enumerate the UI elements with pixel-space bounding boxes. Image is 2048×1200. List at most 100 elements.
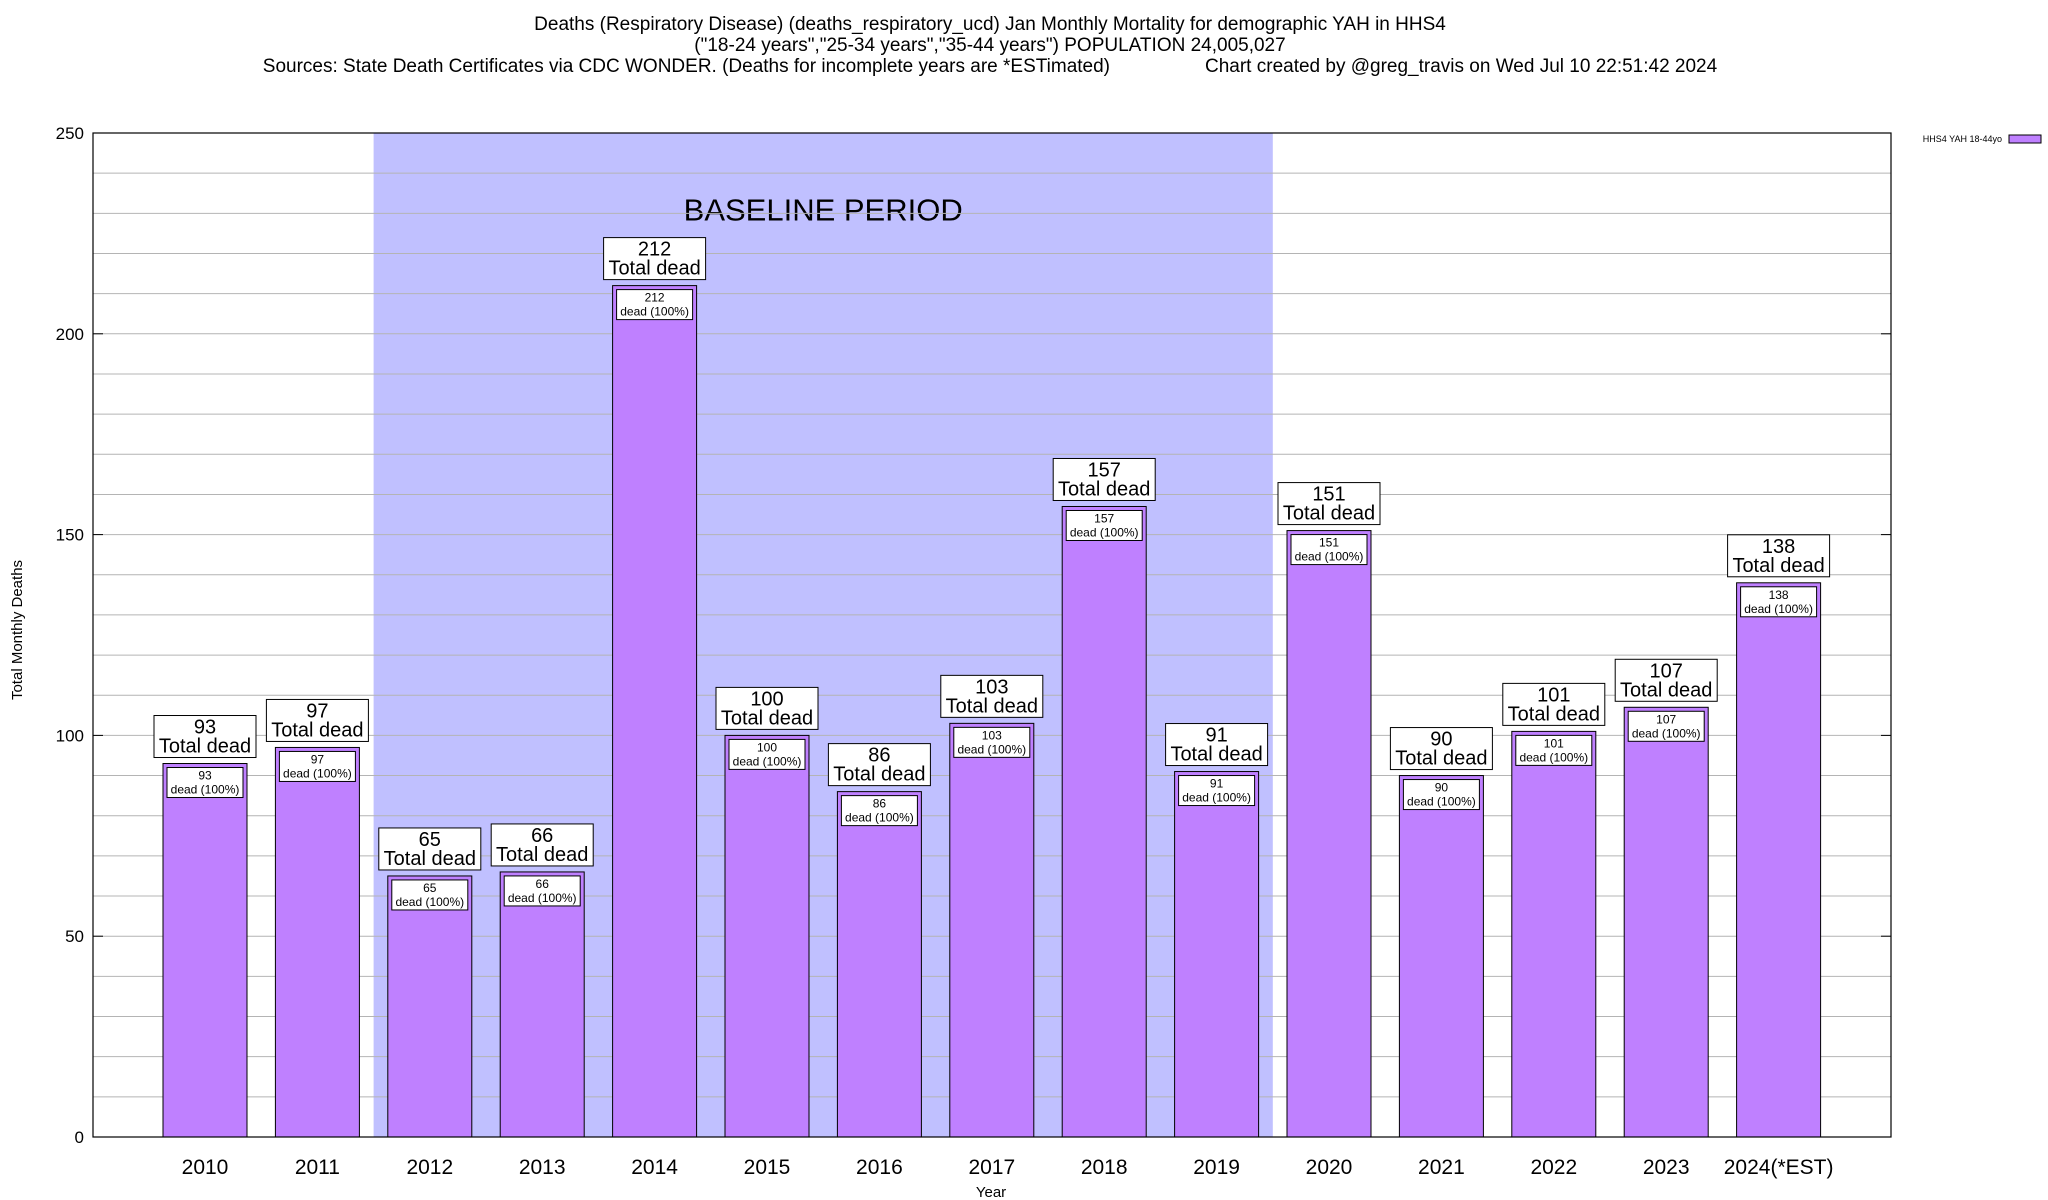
bar-inner-percent-label: dead (100%) — [733, 754, 802, 768]
bar-inner-value-label: 212 — [645, 291, 665, 305]
bar-total-label-box — [1727, 534, 1831, 578]
bar-inner-label-box — [1627, 710, 1705, 742]
bar-total-label-box — [1165, 723, 1269, 767]
x-tick-label: 2023 — [1643, 1156, 1690, 1179]
bar-total-label-box — [827, 743, 931, 787]
bar-inner-value-label: 66 — [536, 877, 550, 891]
chart-subtitle-population: ("18-24 years","25-34 years","35-44 year… — [694, 35, 1286, 56]
y-axis-title: Total Monthly Deaths — [9, 560, 26, 700]
x-tick-label: 2015 — [744, 1156, 791, 1179]
y-tick-label: 100 — [56, 726, 84, 745]
bar-total-value-label: 212 — [638, 239, 671, 261]
bar-total-label-box — [603, 237, 707, 281]
x-tick-label: 2016 — [856, 1156, 903, 1179]
bar-inner-label-box — [278, 750, 356, 782]
bar-inner-label-box — [1515, 734, 1593, 766]
axis-layer: 2010 2011 2012 2013 2014 2015 2016 2017 2018 2019… — [9, 124, 1892, 1200]
bar — [724, 734, 810, 1138]
bar-total-value-label: 90 — [1430, 729, 1452, 751]
bar-inner-value-label: 103 — [982, 728, 1002, 742]
bar-total-label-box — [715, 686, 819, 730]
bar-inner-value-label: 86 — [873, 797, 887, 811]
bar-inner-value-label: 93 — [198, 769, 212, 783]
y-tick-label: 200 — [56, 325, 84, 344]
y-tick-label: 250 — [56, 124, 84, 143]
bar — [836, 791, 922, 1138]
bar-inner-percent-label: dead (100%) — [1295, 550, 1364, 564]
bar-total-value-label: 91 — [1205, 725, 1227, 747]
bar-total-value-label: 103 — [975, 676, 1008, 698]
bar-inner-label-box — [953, 726, 1031, 758]
bar-total-caption-label: Total dead — [1395, 748, 1487, 770]
bar-total-caption-label: Total dead — [721, 707, 813, 729]
bar-total-caption-label: Total dead — [1620, 679, 1712, 701]
bar-inner-label-box — [166, 767, 244, 799]
bar-inner-percent-label: dead (100%) — [508, 891, 577, 905]
bar — [1511, 730, 1597, 1138]
x-tick-label: 2024(*EST) — [1724, 1156, 1834, 1179]
baseline-period-label: BASELINE PERIOD — [684, 192, 963, 227]
y-tick-label: 50 — [65, 927, 84, 946]
bar-inner-value-label: 65 — [423, 881, 437, 895]
bar-total-caption-label: Total dead — [271, 719, 363, 741]
plot-frame — [92, 132, 1892, 1138]
bar-total-value-label: 86 — [868, 745, 890, 767]
bar-inner-label-box — [1178, 775, 1256, 807]
bar-inner-value-label: 107 — [1656, 712, 1676, 726]
bar-total-value-label: 65 — [419, 829, 441, 851]
x-tick-label: 2017 — [968, 1156, 1015, 1179]
bar-inner-percent-label: dead (100%) — [1407, 795, 1476, 809]
bar-total-label-box — [1614, 658, 1718, 702]
bar-inner-label-box — [1065, 509, 1143, 541]
bar-inner-percent-label: dead (100%) — [1182, 791, 1251, 805]
legend-label: HHS4 YAH 18-44yo — [1923, 134, 2002, 144]
bar-total-caption-label: Total dead — [1283, 503, 1375, 525]
bar-inner-value-label: 151 — [1319, 536, 1339, 550]
y-tick-label: 150 — [56, 526, 84, 545]
bar-inner-label-box — [503, 875, 581, 907]
bar-total-value-label: 97 — [306, 700, 328, 722]
bar-total-value-label: 151 — [1312, 484, 1345, 506]
bar-total-label-box — [153, 715, 257, 759]
x-tick-label: 2011 — [295, 1156, 340, 1179]
chart-title: Deaths (Respiratory Disease) (deaths_res… — [534, 14, 1446, 35]
chart-sources: Sources: State Death Certificates via CD… — [262, 56, 1110, 77]
x-tick-label: 2012 — [406, 1156, 453, 1179]
bar-inner-percent-label: dead (100%) — [620, 305, 689, 319]
bar-total-caption-label: Total dead — [1170, 744, 1262, 766]
bar-total-caption-label: Total dead — [946, 695, 1038, 717]
bar-total-value-label: 138 — [1762, 536, 1795, 558]
bar-total-label-box — [940, 674, 1044, 718]
bar-inner-label-box — [1290, 534, 1368, 566]
bar-total-value-label: 100 — [750, 688, 783, 710]
bar-inner-value-label: 157 — [1094, 511, 1114, 525]
bar-inner-percent-label: dead (100%) — [283, 766, 352, 780]
bar-inner-percent-label: dead (100%) — [171, 783, 240, 797]
bar-inner-percent-label: dead (100%) — [957, 742, 1026, 756]
bar — [949, 722, 1035, 1138]
bar-total-caption-label: Total dead — [1732, 555, 1824, 577]
x-tick-label: 2018 — [1081, 1156, 1128, 1179]
chart-sources-line: Sources: State Death Certificates via CD… — [0, 56, 1980, 77]
bar-total-caption-label: Total dead — [384, 848, 476, 870]
bar-inner-value-label: 90 — [1435, 781, 1449, 795]
bar-inner-label-box — [1740, 586, 1818, 618]
bar-inner-percent-label: dead (100%) — [845, 811, 914, 825]
bar-inner-label-box — [391, 879, 469, 911]
bar-total-caption-label: Total dead — [833, 764, 925, 786]
bar-total-label-box — [1502, 682, 1606, 726]
bar-total-label-box — [1052, 457, 1156, 501]
bar-inner-label-box — [840, 795, 918, 827]
x-tick-label: 2014 — [631, 1156, 678, 1179]
legend-swatch — [2008, 134, 2042, 144]
y-tick-label: 0 — [75, 1128, 84, 1147]
bar-total-caption-label: Total dead — [159, 736, 251, 758]
bar-inner-percent-label: dead (100%) — [1070, 525, 1139, 539]
x-tick-label: 2020 — [1306, 1156, 1353, 1179]
bar-inner-value-label: 100 — [757, 740, 777, 754]
x-tick-label: 2010 — [182, 1156, 229, 1179]
bar-inner-label-box — [728, 738, 806, 770]
bar-inner-percent-label: dead (100%) — [1632, 726, 1701, 740]
bar-inner-percent-label: dead (100%) — [395, 895, 464, 909]
